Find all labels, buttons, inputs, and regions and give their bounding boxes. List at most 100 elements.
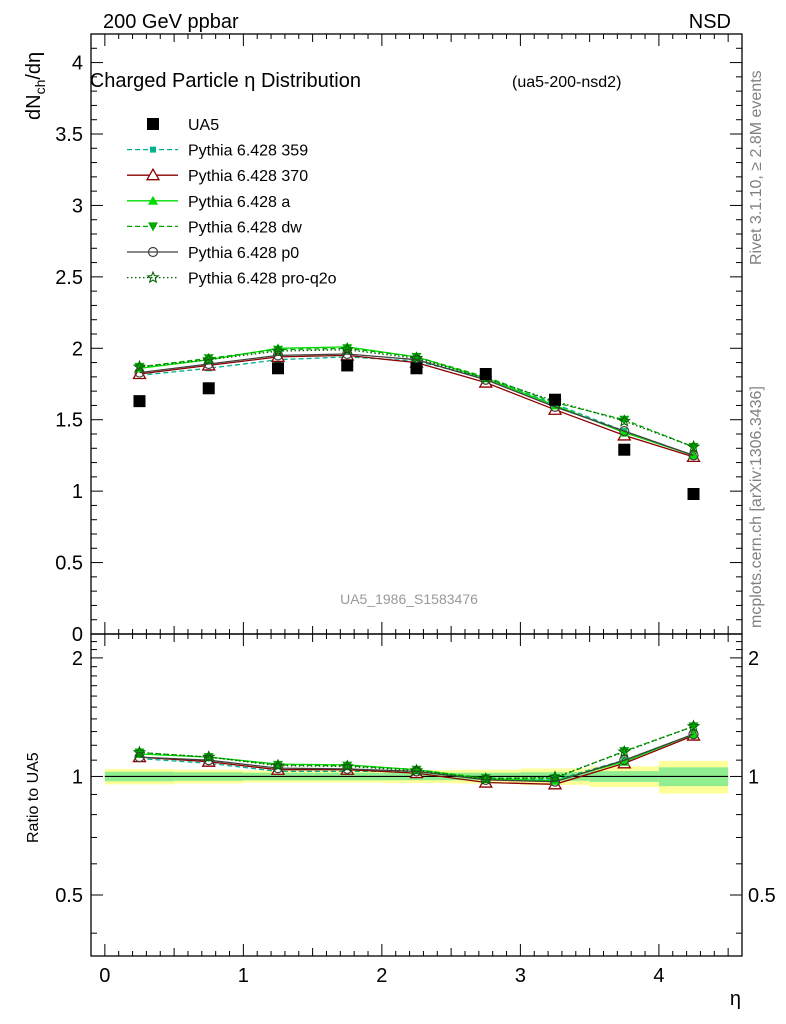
data-point <box>479 772 493 785</box>
data-point <box>686 719 701 733</box>
data-point <box>549 393 562 406</box>
data-point <box>132 359 147 373</box>
legend-marker <box>147 118 159 130</box>
legend-label: Pythia 6.428 a <box>188 194 290 211</box>
ratio-y-axis-label: Ratio to UA5 <box>25 752 42 843</box>
ratio-series-pythia-6-428-pro-q2o <box>132 719 701 785</box>
ratio-plot-panel: 0 1 2 3 4 0.5 0.5 1 1 2 2 <box>55 633 776 987</box>
data-point <box>688 729 699 739</box>
legend: UA5 Pythia 6.428 359 Pythia 6.428 370 Pythi… <box>127 117 337 288</box>
main-y-tick-label: 2.5 <box>55 267 83 289</box>
legend-label: Pythia 6.428 370 <box>188 168 308 185</box>
data-point <box>411 766 422 777</box>
legend-marker <box>148 222 158 232</box>
legend-item: Pythia 6.428 370 <box>127 167 308 185</box>
data-point <box>686 439 701 453</box>
chart-subtitle: (ua5-200-nsd2) <box>512 74 621 91</box>
data-point <box>688 729 699 740</box>
data-point <box>619 426 630 437</box>
data-point <box>410 362 423 375</box>
legend-label: Pythia 6.428 dw <box>188 219 302 236</box>
series-line <box>139 347 694 448</box>
data-point <box>618 443 631 456</box>
legend-item: Pythia 6.428 a <box>127 194 290 211</box>
data-point <box>202 382 215 395</box>
ratio-y-tick-label-right: 1 <box>748 766 759 788</box>
data-point <box>550 774 561 784</box>
data-point <box>272 345 283 355</box>
data-point <box>203 358 214 370</box>
main-y-tick-label: 2 <box>72 338 83 360</box>
legend-marker <box>146 270 160 284</box>
data-point <box>409 351 424 364</box>
data-point <box>619 747 630 757</box>
main-y-tick-label: 1 <box>72 481 83 503</box>
legend-marker <box>148 195 158 205</box>
data-point <box>134 751 145 763</box>
ratio-y-tick-label: 2 <box>72 648 83 670</box>
legend-item: Pythia 6.428 359 <box>127 143 308 160</box>
data-point <box>617 744 631 758</box>
legend-label: Pythia 6.428 pro-q2o <box>188 271 337 288</box>
main-series-pythia-6-428-pro-q2o <box>132 342 701 453</box>
data-point <box>272 350 284 361</box>
process-label: NSD <box>689 11 731 33</box>
data-point <box>342 763 353 775</box>
data-point <box>619 427 630 437</box>
main-plot-panel: 0 0.5 1 1.5 2 2.5 3 3.5 4 UA5_1986_S1583476 Char… <box>55 33 743 646</box>
chart-title: Charged Particle η Distribution <box>90 70 361 92</box>
data-point <box>548 770 562 783</box>
rivet-label: Rivet 3.1.10, ≥ 2.8M events <box>748 70 765 265</box>
ratio-y-tick-label-right: 2 <box>748 648 759 670</box>
series-line <box>139 353 694 457</box>
data-point <box>203 755 214 766</box>
data-point <box>342 344 353 354</box>
data-point <box>341 359 354 372</box>
main-y-tick-label: 3.5 <box>55 124 83 146</box>
data-point <box>409 763 424 777</box>
ratio-plot-frame <box>90 633 743 957</box>
data-point <box>272 760 283 770</box>
main-y-tick-label: 1.5 <box>55 410 83 432</box>
data-point <box>480 774 491 786</box>
data-point <box>203 354 214 364</box>
main-y-tick-label: 3 <box>72 195 83 217</box>
data-point <box>271 758 285 772</box>
series-line <box>139 733 694 783</box>
energy-label: 200 GeV ppbar <box>103 11 239 33</box>
data-point <box>271 362 284 375</box>
data-point <box>411 352 422 362</box>
x-tick-label: 2 <box>376 965 387 987</box>
data-point <box>271 344 285 357</box>
main-y-tick-label: 0.5 <box>55 553 83 575</box>
analysis-watermark: UA5_1986_S1583476 <box>340 591 478 607</box>
legend-marker <box>150 146 156 153</box>
legend-marker <box>145 167 161 181</box>
data-point <box>619 755 630 766</box>
main-y-tick-label: 4 <box>72 53 83 75</box>
legend-label: UA5 <box>188 117 219 134</box>
legend-marker <box>147 246 159 258</box>
data-point <box>133 395 146 408</box>
data-point <box>132 745 147 759</box>
legend-item: Pythia 6.428 dw <box>127 219 302 236</box>
ratio-y-tick-label: 1 <box>72 766 83 788</box>
legend-item: Pythia 6.428 pro-q2o <box>127 271 337 288</box>
series-line <box>139 356 694 457</box>
y-axis-label: dNch/dη <box>23 52 48 120</box>
data-point <box>617 414 631 427</box>
data-point <box>340 342 354 356</box>
series-line <box>139 725 694 780</box>
main-series-ua5 <box>133 359 700 500</box>
data-point <box>688 450 699 461</box>
legend-item: Pythia 6.428 p0 <box>127 245 299 262</box>
x-tick-label: 0 <box>99 965 110 987</box>
x-tick-label: 3 <box>515 965 526 987</box>
x-tick-label: 4 <box>653 965 664 987</box>
legend-label: Pythia 6.428 359 <box>188 143 308 160</box>
data-point <box>687 488 700 500</box>
ratio-y-tick-label: 0.5 <box>55 885 83 907</box>
main-y-tick-label: 0 <box>72 624 83 646</box>
x-tick-label: 1 <box>238 965 249 987</box>
